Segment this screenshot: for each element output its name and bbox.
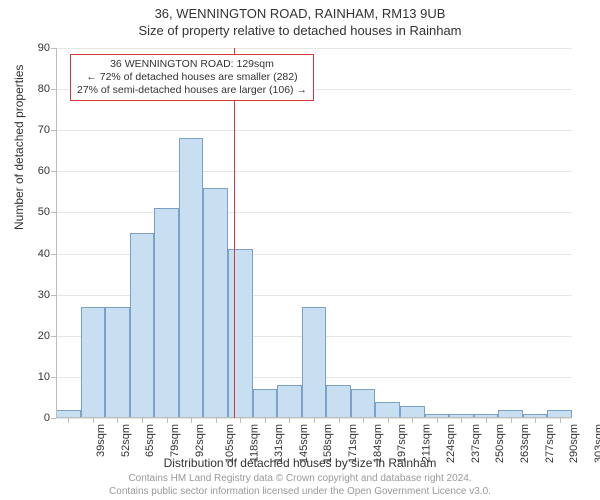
x-tick-mark bbox=[388, 418, 389, 423]
x-tick-mark bbox=[412, 418, 413, 423]
x-tick-label: 79sqm bbox=[169, 424, 181, 457]
attribution-line-2: Contains public sector information licen… bbox=[109, 486, 491, 497]
histogram-bar bbox=[277, 385, 302, 418]
annotation-line: ← 72% of detached houses are smaller (28… bbox=[77, 71, 307, 84]
annotation-line: 27% of semi-detached houses are larger (… bbox=[77, 84, 307, 97]
property-marker-line bbox=[234, 48, 235, 418]
histogram-bar bbox=[253, 389, 278, 418]
x-tick-mark bbox=[191, 418, 192, 423]
y-axis-title: Number of detached properties bbox=[12, 65, 26, 230]
plot-area: 010203040506070809039sqm52sqm65sqm79sqm9… bbox=[56, 48, 572, 418]
y-tick-label: 50 bbox=[38, 206, 50, 218]
gridline bbox=[56, 130, 572, 131]
annotation-line: 36 WENNINGTON ROAD: 129sqm bbox=[77, 58, 307, 71]
histogram-bar bbox=[326, 385, 351, 418]
histogram-bar bbox=[81, 307, 106, 418]
x-tick-mark bbox=[216, 418, 217, 423]
x-tick-label: 92sqm bbox=[194, 424, 206, 457]
page-title: 36, WENNINGTON ROAD, RAINHAM, RM13 9UB bbox=[0, 0, 600, 21]
y-axis-line bbox=[56, 48, 57, 418]
y-tick-label: 30 bbox=[38, 289, 50, 301]
x-tick-mark bbox=[289, 418, 290, 423]
x-tick-mark bbox=[363, 418, 364, 423]
x-tick-label: 65sqm bbox=[144, 424, 156, 457]
histogram-bar bbox=[179, 138, 204, 418]
histogram-bar bbox=[105, 307, 130, 418]
histogram-chart: 010203040506070809039sqm52sqm65sqm79sqm9… bbox=[56, 48, 572, 418]
gridline bbox=[56, 48, 572, 49]
x-axis-line bbox=[56, 417, 572, 418]
y-tick-label: 40 bbox=[38, 248, 50, 260]
x-tick-mark bbox=[240, 418, 241, 423]
x-tick-mark bbox=[560, 418, 561, 423]
histogram-bar bbox=[203, 188, 228, 418]
attribution-text: Contains HM Land Registry data © Crown c… bbox=[0, 473, 600, 498]
x-axis-title: Distribution of detached houses by size … bbox=[0, 456, 600, 470]
x-tick-mark bbox=[68, 418, 69, 423]
histogram-bar bbox=[351, 389, 376, 418]
x-tick-mark bbox=[142, 418, 143, 423]
annotation-callout: 36 WENNINGTON ROAD: 129sqm← 72% of detac… bbox=[70, 54, 314, 101]
histogram-bar bbox=[130, 233, 155, 418]
y-tick-mark bbox=[51, 418, 56, 419]
gridline bbox=[56, 171, 572, 172]
y-tick-label: 80 bbox=[38, 83, 50, 95]
gridline bbox=[56, 212, 572, 213]
y-tick-label: 60 bbox=[38, 165, 50, 177]
y-tick-label: 70 bbox=[38, 124, 50, 136]
y-tick-label: 10 bbox=[38, 371, 50, 383]
x-tick-label: 52sqm bbox=[120, 424, 132, 457]
page-subtitle: Size of property relative to detached ho… bbox=[0, 21, 600, 38]
x-tick-label: 39sqm bbox=[95, 424, 107, 457]
y-tick-label: 20 bbox=[38, 330, 50, 342]
histogram-bar bbox=[375, 402, 400, 418]
y-tick-label: 90 bbox=[38, 42, 50, 54]
x-tick-mark bbox=[437, 418, 438, 423]
x-tick-mark bbox=[265, 418, 266, 423]
x-tick-mark bbox=[486, 418, 487, 423]
x-tick-mark bbox=[93, 418, 94, 423]
x-tick-mark bbox=[461, 418, 462, 423]
x-tick-mark bbox=[339, 418, 340, 423]
y-tick-label: 0 bbox=[44, 412, 50, 424]
histogram-bar bbox=[154, 208, 179, 418]
histogram-bar bbox=[228, 249, 253, 418]
x-tick-mark bbox=[511, 418, 512, 423]
x-tick-mark bbox=[167, 418, 168, 423]
x-tick-mark bbox=[314, 418, 315, 423]
attribution-line-1: Contains HM Land Registry data © Crown c… bbox=[128, 473, 471, 484]
x-tick-mark bbox=[535, 418, 536, 423]
x-tick-mark bbox=[117, 418, 118, 423]
histogram-bar bbox=[302, 307, 327, 418]
